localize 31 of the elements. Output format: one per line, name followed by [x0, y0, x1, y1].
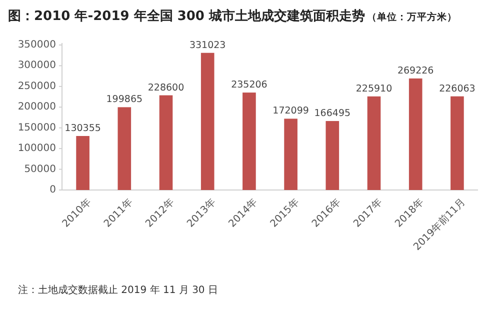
text: 注：土地成交数据截止 2019 年 11 月 30 日 — [18, 284, 218, 296]
data-label: 166495 — [314, 108, 351, 120]
y-tick-label: 50000 — [24, 164, 56, 175]
bar — [118, 107, 132, 190]
bar — [200, 52, 214, 190]
y-tick-label: 250000 — [18, 80, 56, 92]
chart-subtitle: （单位：万平方米） — [367, 11, 457, 23]
bar — [159, 95, 173, 190]
data-label: 225910 — [356, 83, 392, 94]
y-tick-label: 100000 — [18, 143, 56, 154]
bar — [326, 121, 340, 190]
bar — [242, 92, 256, 190]
data-label: 172099 — [272, 106, 309, 117]
data-label: 228600 — [148, 82, 184, 94]
y-tick-label: 300000 — [18, 60, 56, 72]
y-tick-label: 0 — [50, 184, 56, 196]
data-label: 331023 — [189, 40, 226, 51]
data-label: 235206 — [231, 80, 268, 91]
bar — [76, 136, 90, 190]
bar — [284, 118, 298, 190]
y-tick-label: 200000 — [18, 102, 56, 113]
bar — [408, 78, 422, 190]
bar — [450, 96, 464, 190]
data-label: 226063 — [439, 83, 476, 94]
data-label: 130355 — [64, 122, 101, 134]
y-tick-label: 150000 — [18, 122, 56, 134]
bar — [367, 96, 381, 190]
data-label: 199865 — [106, 94, 143, 106]
data-label: 269226 — [397, 65, 434, 76]
y-tick-label: 350000 — [18, 40, 56, 50]
chart-title: 图：2010 年-2019 年全国 300 城市土地成交建筑面积走势 — [8, 8, 365, 24]
